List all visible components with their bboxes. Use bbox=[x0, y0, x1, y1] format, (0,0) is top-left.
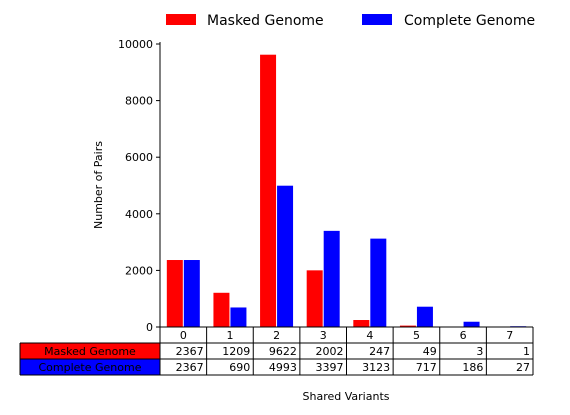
x-axis-label: Shared Variants bbox=[303, 390, 390, 403]
bar-complete-5 bbox=[416, 306, 433, 327]
table-header-3: 3 bbox=[320, 329, 327, 342]
bar-complete-1 bbox=[230, 307, 247, 327]
table-header-0: 0 bbox=[180, 329, 187, 342]
bar-masked-4 bbox=[353, 320, 370, 327]
table-cell-1-7: 27 bbox=[516, 361, 530, 374]
bar-complete-6 bbox=[463, 321, 480, 327]
table-row-label-0: Masked Genome bbox=[44, 345, 136, 358]
bar-masked-1 bbox=[213, 292, 230, 327]
table-cell-0-5: 49 bbox=[423, 345, 437, 358]
bar-complete-2 bbox=[277, 185, 294, 327]
table-cell-1-5: 717 bbox=[416, 361, 437, 374]
bar-masked-0 bbox=[166, 260, 183, 327]
bar-masked-3 bbox=[306, 270, 323, 327]
table-cell-1-2: 4993 bbox=[269, 361, 297, 374]
table-cell-0-3: 2002 bbox=[316, 345, 344, 358]
y-tick-label-8000: 8000 bbox=[125, 95, 153, 108]
table-cell-1-6: 186 bbox=[462, 361, 483, 374]
y-tick-label-2000: 2000 bbox=[125, 264, 153, 277]
table-header-7: 7 bbox=[506, 329, 513, 342]
bar-complete-3 bbox=[323, 230, 340, 327]
table-cell-0-2: 9622 bbox=[269, 345, 297, 358]
legend: Masked Genome Complete Genome bbox=[166, 13, 535, 29]
y-axis: 0 2000 4000 6000 8000 10000 bbox=[118, 38, 161, 334]
table-header-1: 1 bbox=[226, 329, 233, 342]
legend-label-masked: Masked Genome bbox=[207, 13, 324, 29]
y-tick-label-0: 0 bbox=[146, 321, 153, 334]
y-axis-label: Number of Pairs bbox=[92, 141, 105, 229]
legend-label-complete: Complete Genome bbox=[404, 13, 535, 29]
table-cell-1-4: 3123 bbox=[362, 361, 390, 374]
y-tick-label-10000: 10000 bbox=[118, 38, 153, 51]
table-header-4: 4 bbox=[366, 329, 373, 342]
table-row-label-bg-0 bbox=[20, 343, 160, 359]
table-cell-1-3: 3397 bbox=[316, 361, 344, 374]
data-table: 0 1 2 3 4 5 6 7 Masked Genome 2367 1209 9622 2002 247… bbox=[19, 326, 534, 376]
bar-complete-0 bbox=[183, 260, 200, 327]
bar-complete-4 bbox=[370, 238, 387, 327]
legend-swatch-masked bbox=[166, 14, 196, 25]
y-tick-label-6000: 6000 bbox=[125, 151, 153, 164]
y-tick-label-4000: 4000 bbox=[125, 208, 153, 221]
table-cell-0-0: 2367 bbox=[176, 345, 204, 358]
table-cell-0-6: 3 bbox=[476, 345, 483, 358]
table-row-label-bg-1 bbox=[20, 359, 160, 375]
bars bbox=[166, 54, 527, 328]
bar-masked-5 bbox=[399, 325, 416, 327]
table-cell-0-7: 1 bbox=[523, 345, 530, 358]
table-cell-0-4: 247 bbox=[369, 345, 390, 358]
table-cell-0-1: 1209 bbox=[222, 345, 250, 358]
table-cell-1-0: 2367 bbox=[176, 361, 204, 374]
table-cell-1-1: 690 bbox=[229, 361, 250, 374]
table-header-2: 2 bbox=[273, 329, 280, 342]
table-row-label-1: Complete Genome bbox=[39, 361, 142, 374]
table-header-5: 5 bbox=[413, 329, 420, 342]
legend-swatch-complete bbox=[362, 14, 392, 25]
bar-masked-2 bbox=[260, 54, 277, 328]
table-header-6: 6 bbox=[460, 329, 467, 342]
